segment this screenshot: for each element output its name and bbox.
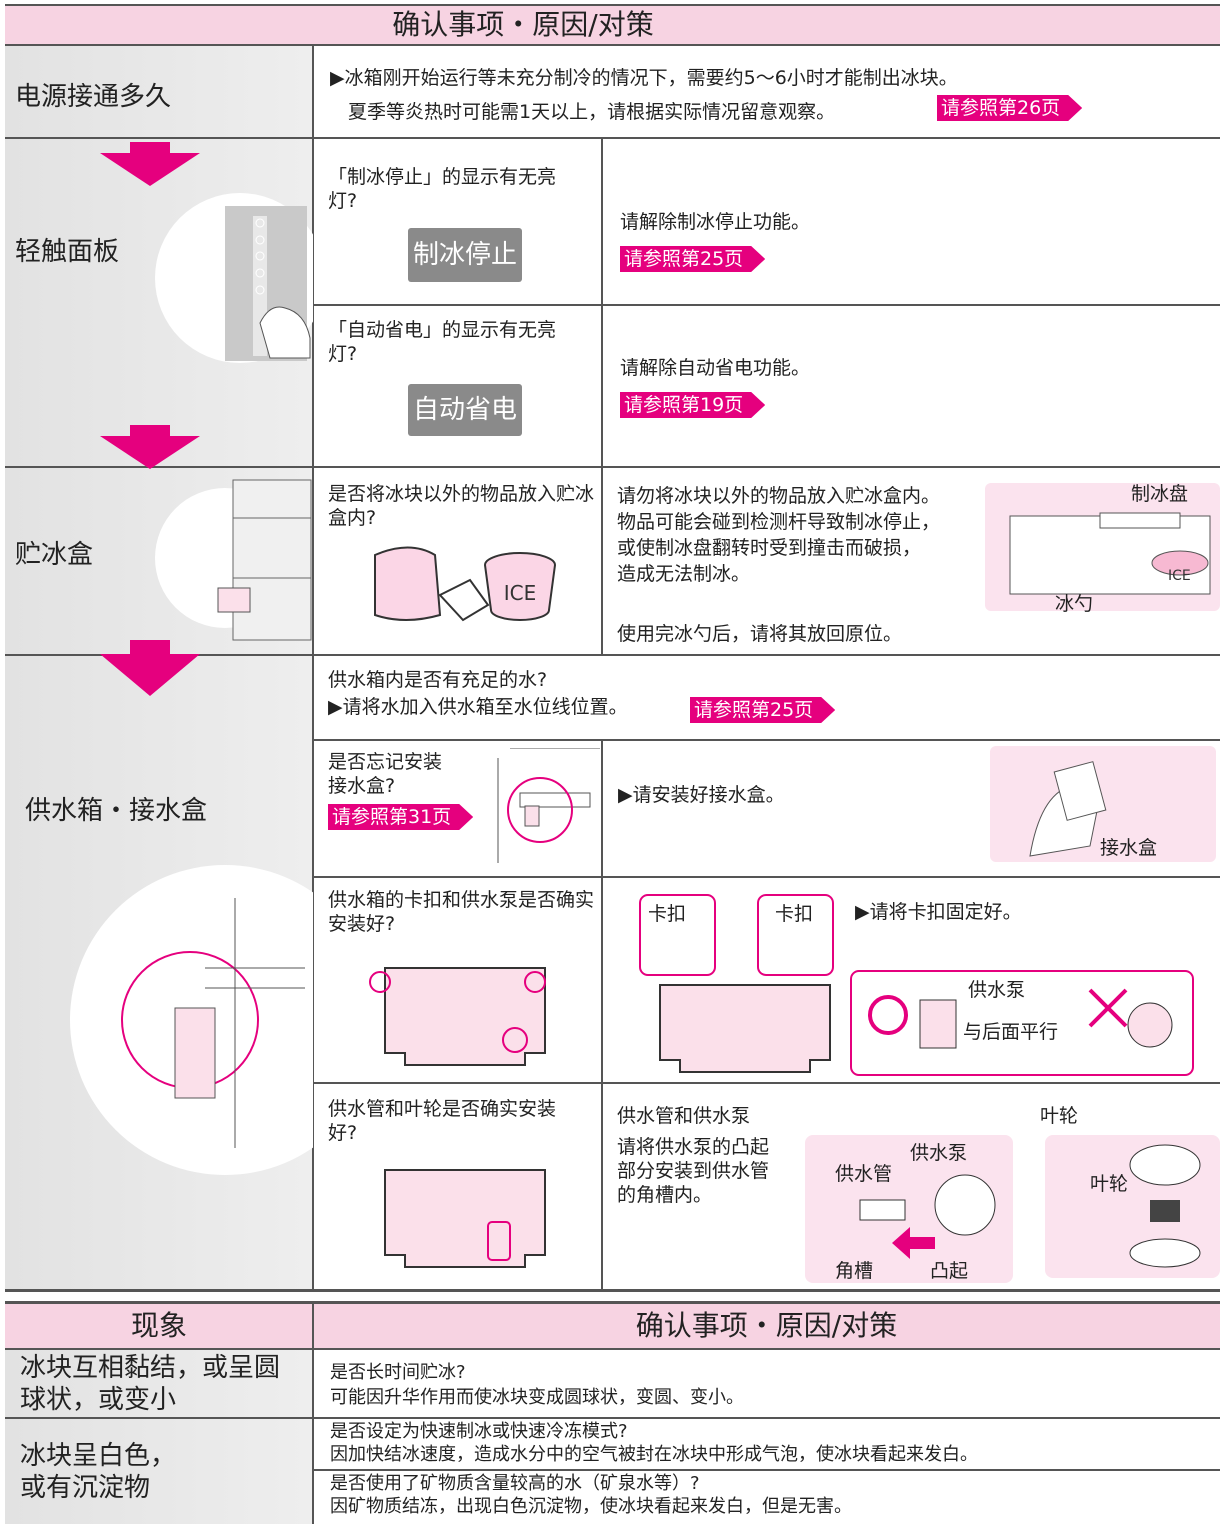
check-question: 是否忘记安装接水盒? [328, 751, 443, 797]
page-link[interactable]: 请参照第25页 [690, 697, 835, 723]
rule [601, 138, 603, 655]
pipe-figure: 供水泵 供水管 角槽 凸起 [805, 1135, 1013, 1283]
rule [5, 44, 1220, 46]
rule [313, 1082, 1220, 1084]
check-action: ▶请将卡扣固定好。 [855, 901, 1022, 923]
drip-tray-photo: 接水盒 [990, 746, 1216, 862]
check-action: 请将供水泵的凸起部分安装到供水管的角槽内。 [617, 1136, 770, 1206]
row-label: 贮冰盒 [15, 540, 94, 570]
figure-label: 叶轮 [1090, 1173, 1128, 1195]
check-question: 供水管和叶轮是否确实安装好? [328, 1098, 557, 1144]
check-question: 是否将冰块以外的物品放入贮冰盒内? [328, 483, 595, 529]
figure-label: 卡扣 [775, 903, 813, 925]
rule [5, 137, 1220, 139]
figure-label: 供水管 [835, 1163, 892, 1185]
check-cause: 因矿物质结冻，出现白色沉淀物，使冰块看起来发白，但是无害。 [330, 1496, 852, 1517]
page-link[interactable]: 请参照第26页 [937, 95, 1082, 121]
check-question: 是否使用了矿物质含量较高的水（矿泉水等）? [330, 1473, 700, 1494]
check-action: 请解除自动省电功能。 [620, 357, 811, 379]
rule [313, 1469, 1220, 1471]
check-action: 或使制冰盘翻转时受到撞击而破损， [617, 537, 922, 559]
rule [5, 1301, 1220, 1304]
figure-label: 供水泵 [910, 1142, 967, 1164]
rule [313, 304, 1220, 306]
rule [5, 1348, 1220, 1350]
check-question: 是否设定为快速制冰或快速冷冻模式? [330, 1421, 628, 1442]
check-action: ▶请安装好接水盒。 [618, 784, 785, 806]
check-action: 请解除制冰停止功能。 [620, 211, 811, 233]
figure-label: 供水泵 [968, 979, 1025, 1001]
check-action: 请勿将冰块以外的物品放入贮冰盒内。 [617, 485, 941, 507]
check-question: 「自动省电」的显示有无亮灯? [328, 319, 557, 365]
page-link[interactable]: 请参照第31页 [328, 804, 473, 830]
pump-figure: 供水泵 与后面平行 [850, 970, 1194, 1076]
check-question: 供水箱的卡扣和供水泵是否确实安装好? [328, 889, 595, 935]
page-link[interactable]: 请参照第19页 [620, 392, 765, 418]
label-column [5, 1349, 313, 1524]
column-header: 现象 [130, 1309, 187, 1342]
action-title: 叶轮 [1040, 1105, 1079, 1127]
icon-text: ICE [504, 581, 537, 605]
tank-figure [369, 967, 546, 1066]
figure-label: 与后面平行 [963, 1021, 1058, 1043]
figure-label: 卡扣 [648, 903, 686, 925]
row-label: 轻触面板 [15, 237, 120, 267]
figure-label: 制冰盘 [1131, 483, 1188, 505]
check-question: 是否长时间贮冰? [330, 1362, 466, 1383]
check-note: 使用完冰勺后，请将其放回原位。 [617, 623, 903, 645]
check-question: 「制冰停止」的显示有无亮灯? [328, 166, 557, 212]
figure-label: 角槽 [835, 1260, 873, 1282]
figure-label: ICE [1168, 568, 1191, 584]
rule [312, 1303, 314, 1524]
row-text: 夏季等炎热时可能需1天以上，请根据实际情况留意观察。 [348, 101, 836, 123]
row-label: 电源接通多久 [15, 82, 172, 112]
rule [5, 1289, 1220, 1292]
rule [5, 654, 1220, 656]
check-question: 供水箱内是否有充足的水? [328, 669, 548, 691]
panel-button: 自动省电 [408, 384, 522, 436]
rule [5, 1417, 1220, 1419]
figure-label: 凸起 [930, 1260, 968, 1282]
header-bg [5, 1303, 1220, 1349]
panel-button: 制冰停止 [408, 228, 522, 282]
symptom: 冰块呈白色，或有沉淀物 [20, 1441, 177, 1503]
action-title: 供水管和供水泵 [617, 1105, 751, 1127]
check-action: ▶请将水加入供水箱至水位线位置。 [328, 696, 628, 718]
rule [312, 45, 314, 1290]
check-action: 造成无法制冰。 [617, 563, 751, 585]
drip-tray-figure [497, 748, 600, 863]
impeller-figure: 叶轮 [1045, 1135, 1220, 1278]
row-label: 供水箱・接水盒 [25, 796, 208, 826]
rule [313, 739, 1220, 741]
ice-tray-figure: 制冰盘 ICE 冰勺 [985, 483, 1220, 614]
ice-items: ICE [374, 546, 557, 622]
clip-figure: 卡扣 卡扣 [639, 894, 834, 1073]
symptom: 冰块互相黏结，或呈圆球状，或变小 [20, 1353, 281, 1415]
left-illustrations [70, 193, 313, 1175]
check-cause: 可能因升华作用而使冰块变成圆球状，变圆、变小。 [330, 1387, 744, 1408]
rule [601, 740, 603, 1290]
rule [313, 876, 1220, 878]
column-header: 确认事项・原因/对策 [635, 1309, 898, 1342]
row-text: ▶冰箱刚开始运行等未充分制冷的情况下，需要约5～6小时才能制出冰块。 [330, 67, 958, 89]
figure-label: 冰勺 [1055, 593, 1093, 614]
rule [5, 466, 1220, 468]
check-cause: 因加快结冰速度，造成水分中的空气被封在冰块中形成气泡，使冰块看起来发白。 [330, 1444, 978, 1465]
tank-figure [384, 1169, 546, 1268]
page-link[interactable]: 请参照第25页 [620, 246, 765, 272]
check-action: 物品可能会碰到检测杆导致制冰停止， [617, 511, 941, 533]
header-title: 确认事项・原因/对策 [392, 8, 654, 41]
rule [5, 4, 1220, 6]
header-bg [5, 5, 1220, 45]
figure-label: 接水盒 [1100, 837, 1157, 859]
